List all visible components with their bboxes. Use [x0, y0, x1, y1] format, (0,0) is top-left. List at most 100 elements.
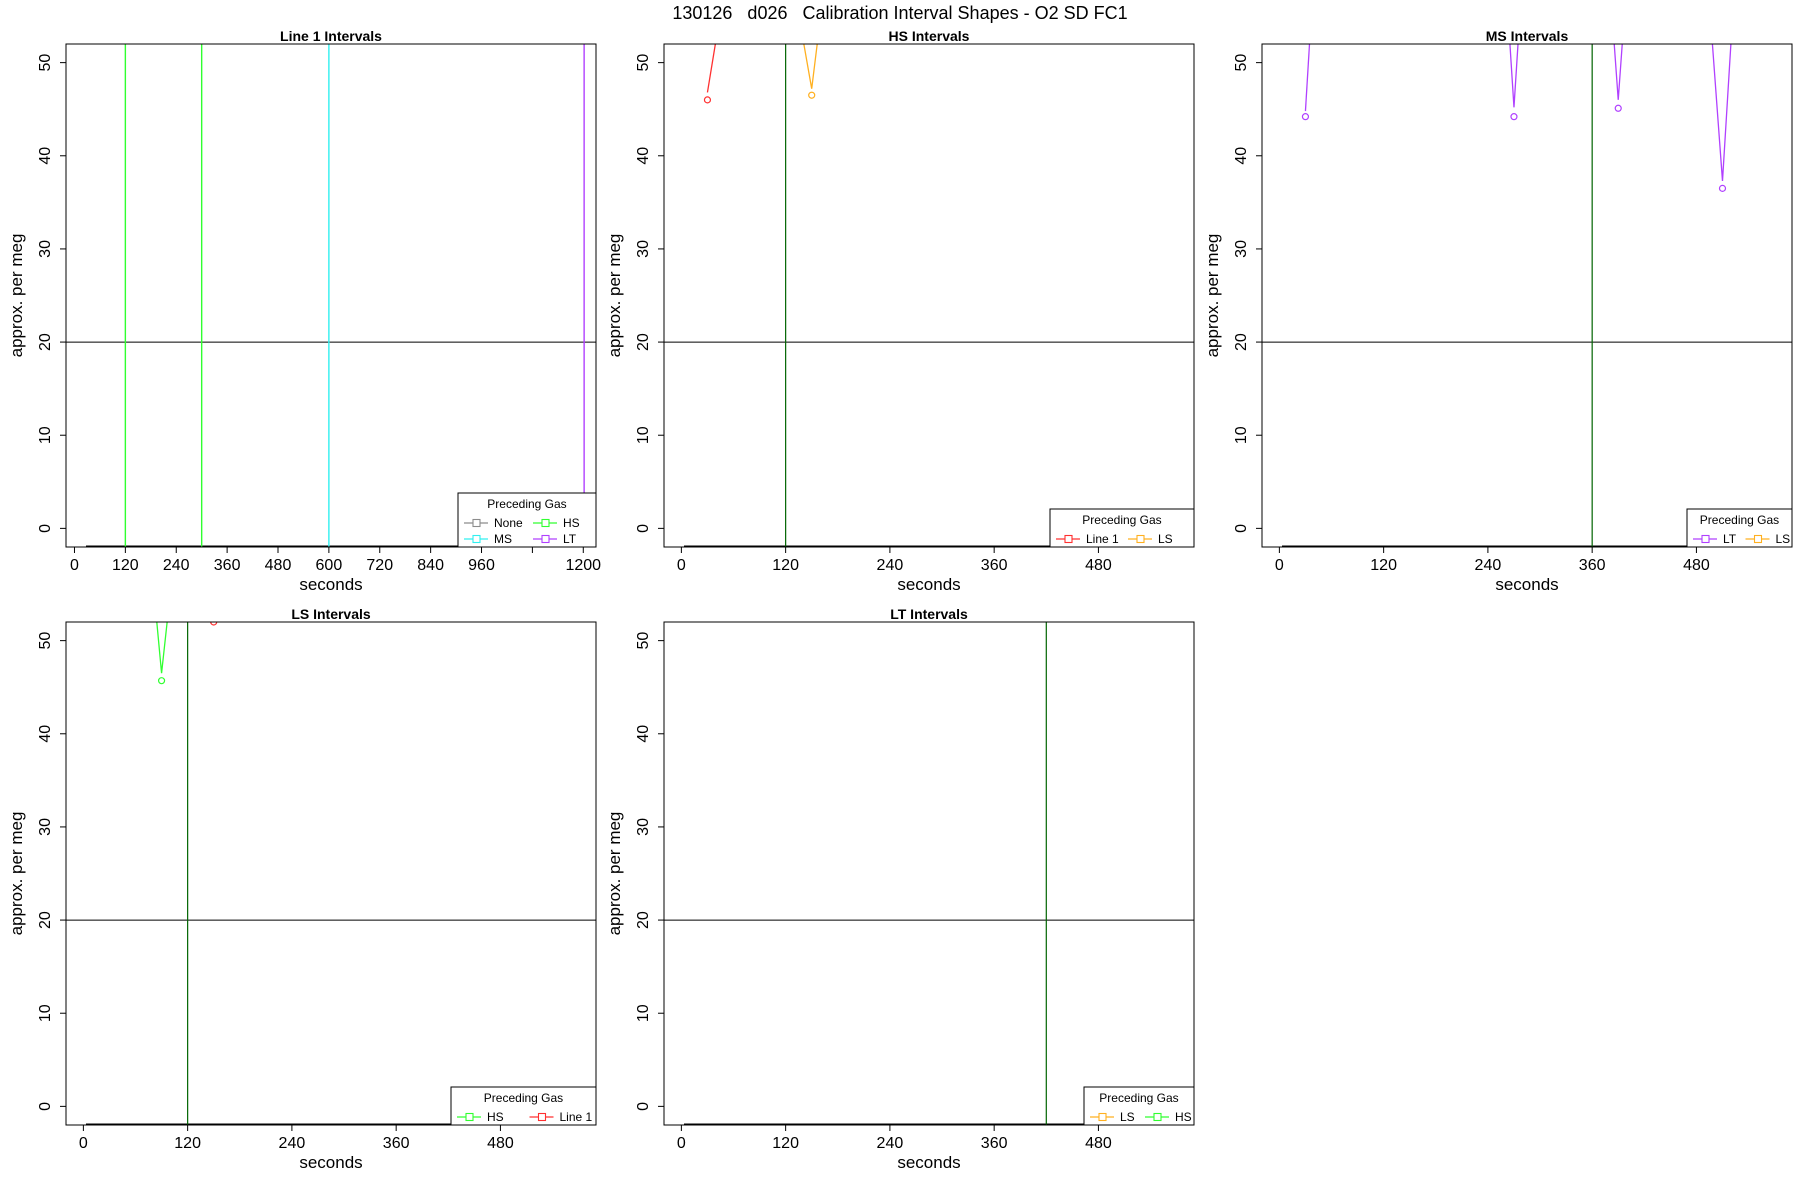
y-tick-label: 50 — [635, 632, 652, 650]
chart-panel-1: Line 1 Intervals 0 10 20 30 40 50 approx. per m… — [7, 28, 601, 594]
y-tick-label: 0 — [37, 524, 54, 533]
legend-swatch-marker — [541, 518, 550, 528]
legend-swatch-marker — [1153, 1112, 1162, 1122]
x-tick-label: 480 — [487, 1135, 514, 1152]
legend-entry-label: HS — [563, 516, 580, 530]
series-point — [703, 96, 712, 104]
legend-entry-label: HS — [487, 1110, 504, 1124]
x-tick-label: 0 — [1275, 557, 1284, 574]
legend-entry-label: LS — [1120, 1110, 1135, 1124]
legend: Preceding Gas LT LS — [1686, 508, 1793, 548]
series-point — [210, 622, 218, 626]
y-tick-label: 30 — [1233, 240, 1250, 258]
y-axis-label: approx. per meg — [605, 234, 624, 358]
chart-panel-2: HS Intervals 0 10 20 30 40 50 approx. per meg 0 1… — [605, 28, 1195, 594]
legend-entry-label: None — [494, 516, 523, 530]
y-axis-label: approx. per meg — [1203, 234, 1222, 358]
y-axis-label: approx. per meg — [7, 234, 26, 358]
x-tick-label: 480 — [1085, 557, 1112, 574]
y-tick-label: 0 — [635, 1102, 652, 1111]
legend-entry-label: LT — [563, 532, 577, 546]
series-point — [1614, 104, 1622, 112]
legend-entry-label: HS — [1175, 1110, 1192, 1124]
y-tick-label: 40 — [37, 725, 54, 743]
y-tick-label: 30 — [37, 818, 54, 836]
series-line — [1509, 44, 1519, 108]
x-tick-label: 240 — [877, 557, 904, 574]
series-point — [808, 91, 816, 99]
x-tick-label: 840 — [417, 557, 444, 574]
series-point — [1718, 184, 1727, 192]
x-tick-label: 120 — [1370, 557, 1397, 574]
legend-title: Preceding Gas — [484, 1091, 563, 1105]
y-tick-label: 20 — [635, 333, 652, 351]
legend: Preceding Gas None HS MS LT — [457, 492, 597, 548]
plot-frame — [663, 621, 1195, 1126]
y-tick-label: 40 — [1233, 147, 1250, 165]
y-axis-label: approx. per meg — [605, 812, 624, 936]
plot-frame — [1261, 43, 1793, 548]
y-tick-label: 30 — [635, 240, 652, 258]
plot-frame — [65, 621, 597, 1126]
plot-frame — [663, 43, 1195, 548]
legend-entry-label: LS — [1776, 532, 1791, 546]
y-tick-label: 50 — [37, 54, 54, 72]
y-tick-label: 20 — [37, 911, 54, 929]
x-axis-label: seconds — [897, 575, 960, 594]
chart-panel-5: LT Intervals 0 10 20 30 40 50 approx. per meg 0 1… — [605, 606, 1195, 1172]
series-line — [803, 44, 818, 89]
legend-entry-label: Line 1 — [1086, 532, 1119, 546]
x-tick-label: 360 — [383, 1135, 410, 1152]
chart-panel-3: MS Intervals 0 10 20 30 40 50 approx. per meg 0 1… — [1203, 28, 1793, 594]
legend-box — [457, 492, 597, 548]
x-tick-label: 240 — [1475, 557, 1502, 574]
legend-swatch-marker — [472, 534, 481, 544]
series-group — [1301, 44, 1732, 192]
x-tick-label: 120 — [174, 1135, 201, 1152]
y-tick-label: 10 — [37, 1004, 54, 1022]
y-tick-label: 20 — [37, 333, 54, 351]
x-tick-label: 600 — [316, 557, 343, 574]
y-tick-label: 30 — [37, 240, 54, 258]
y-tick-label: 10 — [1233, 426, 1250, 444]
panel-title: HS Intervals — [889, 28, 970, 44]
legend-title: Preceding Gas — [487, 497, 566, 511]
x-tick-label: 0 — [677, 1135, 686, 1152]
x-tick-label: 480 — [265, 557, 292, 574]
y-tick-label: 10 — [635, 1004, 652, 1022]
panel-title: LT Intervals — [890, 606, 968, 622]
y-tick-label: 40 — [37, 147, 54, 165]
figure-title: 130126 d026 Calibration Interval Shapes … — [672, 3, 1128, 23]
chart-panel-4: LS Intervals 0 10 20 30 40 50 approx. per meg 0 1… — [7, 606, 597, 1172]
x-tick-label: 240 — [279, 1135, 306, 1152]
x-tick-label: 360 — [1579, 557, 1606, 574]
y-tick-label: 40 — [635, 725, 652, 743]
y-tick-label: 0 — [37, 1102, 54, 1111]
x-tick-label: 240 — [877, 1135, 904, 1152]
x-tick-label: 360 — [214, 557, 241, 574]
y-axis-label: approx. per meg — [7, 812, 26, 936]
legend-swatch-marker — [1136, 534, 1145, 544]
x-tick-label: 360 — [981, 1135, 1008, 1152]
y-tick-label: 10 — [37, 426, 54, 444]
y-tick-label: 50 — [37, 632, 54, 650]
legend-box — [1049, 508, 1195, 548]
legend-entry-label: Line 1 — [560, 1110, 593, 1124]
series-line — [706, 44, 717, 93]
legend-entry-label: LS — [1158, 532, 1173, 546]
plot-frame — [65, 43, 597, 548]
x-tick-label: 120 — [772, 1135, 799, 1152]
legend-swatch-marker — [537, 1112, 547, 1122]
legend-entry-label: LT — [1723, 532, 1737, 546]
y-tick-label: 0 — [635, 524, 652, 533]
legend-swatch-marker — [1098, 1112, 1107, 1122]
x-tick-label: 480 — [1085, 1135, 1112, 1152]
series-line — [1711, 44, 1732, 181]
legend-entry-label: MS — [494, 532, 512, 546]
series-group — [703, 44, 818, 104]
x-tick-label: 0 — [677, 557, 686, 574]
legend-title: Preceding Gas — [1700, 513, 1779, 527]
x-tick-label: 960 — [468, 557, 495, 574]
legend-swatch-marker — [1753, 534, 1763, 544]
series-line — [1613, 44, 1623, 100]
